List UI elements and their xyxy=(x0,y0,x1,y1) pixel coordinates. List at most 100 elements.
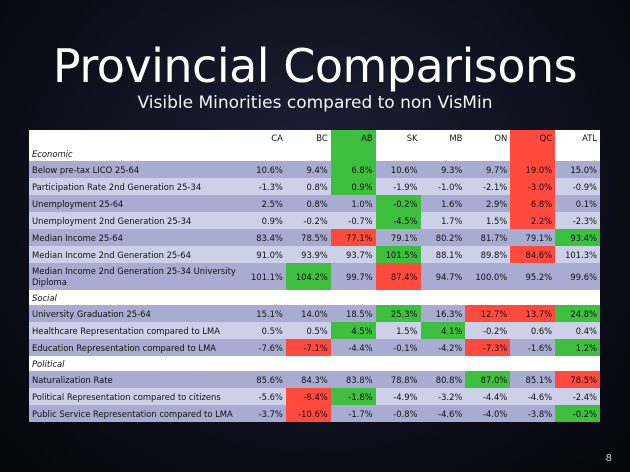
row-label: Median Income 2nd Generation 25-34 Unive… xyxy=(29,263,241,290)
table-cell: 100.0% xyxy=(465,263,511,290)
column-header: BC xyxy=(285,130,331,146)
column-header: AB xyxy=(330,130,376,146)
column-header: QC xyxy=(510,130,556,146)
table-cell: -2.4% xyxy=(555,388,600,405)
table-cell: -0.2% xyxy=(375,195,421,212)
table-row: Unemployment 2nd Generation 25-34 0.9% -… xyxy=(29,212,600,229)
table-cell: 87.4% xyxy=(375,263,421,290)
table-cell: -4.5% xyxy=(375,212,421,229)
table-cell: 83.4% xyxy=(241,229,286,246)
table-cell: 6.8% xyxy=(510,195,556,212)
row-label: Unemployment 25-64 xyxy=(29,195,241,212)
row-label: Median Income 2nd Generation 25-64 xyxy=(29,246,241,263)
row-label: Naturalization Rate xyxy=(29,371,241,388)
table-cell: 94.7% xyxy=(420,263,466,290)
table-cell: 91.0% xyxy=(241,246,286,263)
table-cell: -7.6% xyxy=(241,339,286,356)
table-cell: -10.6% xyxy=(285,405,331,422)
table-row: Below pre-tax LICO 25-64 10.6% 9.4% 6.8%… xyxy=(29,161,600,178)
table-cell: -0.2% xyxy=(555,405,600,422)
table-cell: 89.8% xyxy=(465,246,511,263)
table-cell: -1.9% xyxy=(375,178,421,195)
column-header: SK xyxy=(375,130,421,146)
table-cell: 6.8% xyxy=(330,161,376,178)
table-cell: 0.5% xyxy=(241,322,286,339)
table-cell: 0.1% xyxy=(555,195,600,212)
table-cell: -3.0% xyxy=(510,178,556,195)
table-row: Education Representation compared to LMA… xyxy=(29,339,600,356)
table-cell: -1.0% xyxy=(420,178,466,195)
table-cell: 12.7% xyxy=(465,305,511,322)
table-cell: -1.6% xyxy=(510,339,556,356)
table-row: Median Income 2nd Generation 25-34 Unive… xyxy=(29,263,600,290)
row-label: Participation Rate 2nd Generation 25-34 xyxy=(29,178,241,195)
column-header: MB xyxy=(420,130,466,146)
table-row: Naturalization Rate 85.6% 84.3% 83.8% 78… xyxy=(29,371,600,388)
table-cell: 84.3% xyxy=(285,371,331,388)
table-cell: 88.1% xyxy=(420,246,466,263)
table-row: Healthcare Representation compared to LM… xyxy=(29,322,600,339)
section-label: Social xyxy=(29,290,241,305)
table-cell: -1.8% xyxy=(330,388,376,405)
table-cell: 101.1% xyxy=(241,263,286,290)
table-cell: 93.9% xyxy=(285,246,331,263)
table-cell: 99.6% xyxy=(555,263,600,290)
table-cell: 10.6% xyxy=(241,161,286,178)
table-cell: 1.2% xyxy=(555,339,600,356)
table-cell: 1.5% xyxy=(465,212,511,229)
table-cell: 2.5% xyxy=(241,195,286,212)
table-cell: 79.1% xyxy=(375,229,421,246)
row-label: Education Representation compared to LMA xyxy=(29,339,241,356)
table-cell: 99.7% xyxy=(330,263,376,290)
column-header: CA xyxy=(241,130,286,146)
table-cell: 81.7% xyxy=(465,229,511,246)
section-row-economic: Economic xyxy=(29,146,600,161)
table-cell: 13.7% xyxy=(510,305,556,322)
row-label: University Graduation 25-64 xyxy=(29,305,241,322)
table-cell: -0.7% xyxy=(330,212,376,229)
table-cell: 77.1% xyxy=(330,229,376,246)
table-cell: 0.9% xyxy=(330,178,376,195)
table-cell: 1.5% xyxy=(375,322,421,339)
table-cell: 80.8% xyxy=(420,371,466,388)
table-row: Political Representation compared to cit… xyxy=(29,388,600,405)
table-cell: 101.3% xyxy=(555,246,600,263)
section-label: Political xyxy=(29,356,241,371)
table-cell: -8.4% xyxy=(285,388,331,405)
row-label: Public Service Representation compared t… xyxy=(29,405,241,422)
table-cell: 9.3% xyxy=(420,161,466,178)
table-cell: 16.3% xyxy=(420,305,466,322)
table-cell: 101.5% xyxy=(375,246,421,263)
table-cell: 78.5% xyxy=(285,229,331,246)
slide-subtitle: Visible Minorities compared to non VisMi… xyxy=(137,93,493,113)
table-cell: 14.0% xyxy=(285,305,331,322)
table-cell: -4.4% xyxy=(465,388,511,405)
table-cell: -3.7% xyxy=(241,405,286,422)
table-cell: -4.2% xyxy=(420,339,466,356)
table-cell: 4.1% xyxy=(420,322,466,339)
section-label: Economic xyxy=(29,146,241,161)
table-cell: -7.1% xyxy=(285,339,331,356)
table-cell: -2.1% xyxy=(465,178,511,195)
table-cell: 9.4% xyxy=(285,161,331,178)
table-cell: 18.5% xyxy=(330,305,376,322)
table-cell: 78.8% xyxy=(375,371,421,388)
table-cell: 19.0% xyxy=(510,161,556,178)
table-row: Median Income 25-64 83.4% 78.5% 77.1% 79… xyxy=(29,229,600,246)
table-cell: 1.7% xyxy=(420,212,466,229)
table-cell: 25.3% xyxy=(375,305,421,322)
table-cell: 0.8% xyxy=(285,195,331,212)
table-cell: -4.9% xyxy=(375,388,421,405)
table-row: Unemployment 25-64 2.5% 0.8% 1.0% -0.2% … xyxy=(29,195,600,212)
table-cell: -0.1% xyxy=(375,339,421,356)
table-cell: 2.9% xyxy=(465,195,511,212)
column-header: ON xyxy=(465,130,511,146)
table-cell: 1.6% xyxy=(420,195,466,212)
table-cell: 84.6% xyxy=(510,246,556,263)
table-cell: 80.2% xyxy=(420,229,466,246)
table-cell: 1.0% xyxy=(330,195,376,212)
table-cell: 93.7% xyxy=(330,246,376,263)
table-row: Public Service Representation compared t… xyxy=(29,405,600,422)
table-cell: 15.1% xyxy=(241,305,286,322)
table-cell: 78.5% xyxy=(555,371,600,388)
